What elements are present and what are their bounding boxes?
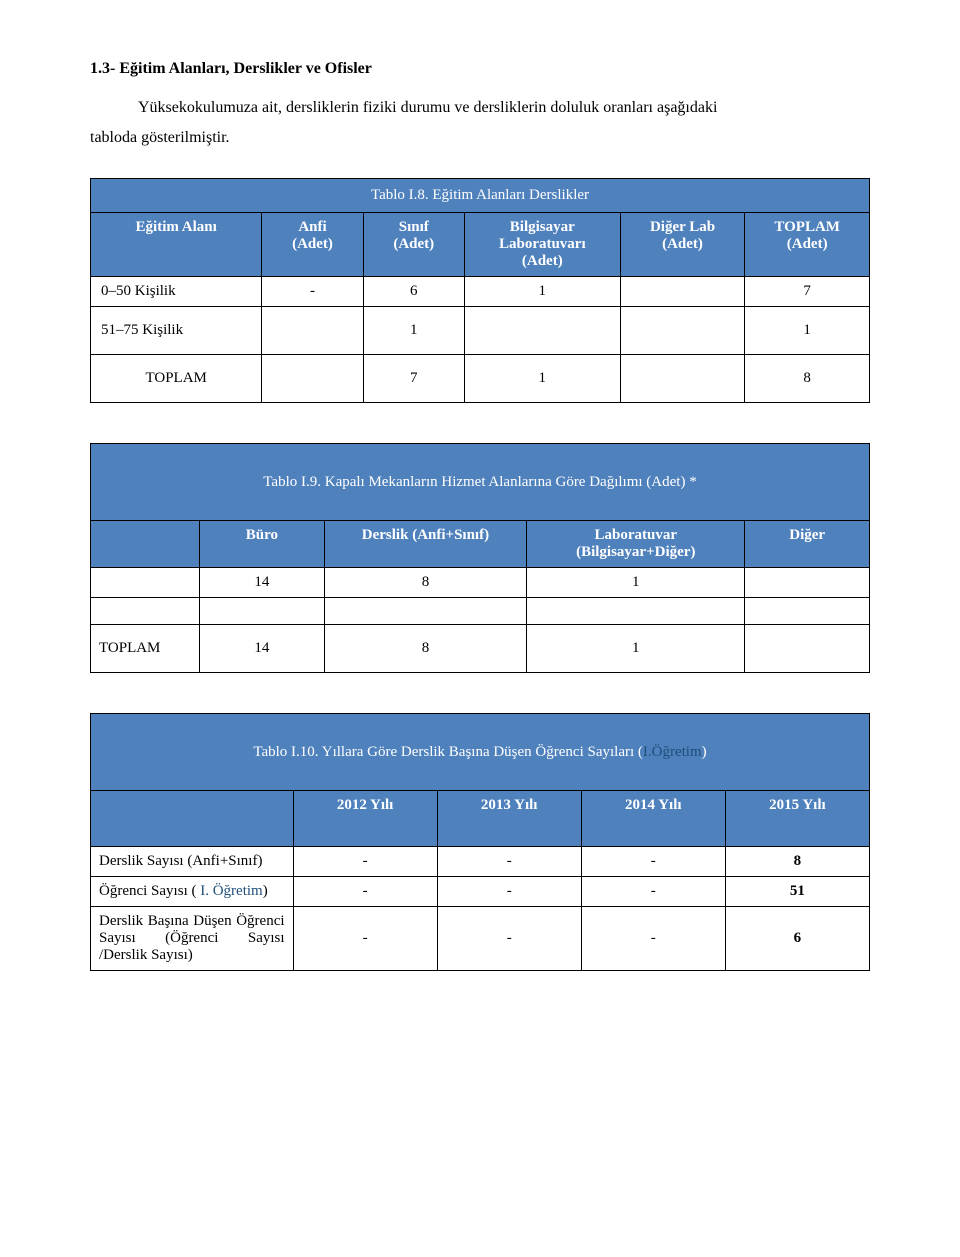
- table9-h3: Laboratuvar (Bilgisayar+Diğer): [527, 521, 745, 568]
- table-row: Derslik Sayısı (Anfi+Sınıf) - - - 8: [91, 847, 870, 877]
- intro-line-1: Yüksekokulumuza ait, dersliklerin fiziki…: [138, 99, 717, 116]
- table10-title-prefix: Tablo I.10. Yıllara Göre Derslik Başına …: [253, 744, 643, 760]
- table9-r0-c2: 8: [324, 568, 527, 598]
- table8-r1-c4: [620, 307, 745, 355]
- table10-r2-c2: -: [437, 907, 581, 971]
- table8-r2-c2: 7: [363, 355, 464, 403]
- table8-r2-c4: [620, 355, 745, 403]
- table10-r2-c4: 6: [725, 907, 869, 971]
- intro-paragraph: Yüksekokulumuza ait, dersliklerin fiziki…: [90, 96, 870, 150]
- table8-r2-label: TOPLAM: [91, 355, 262, 403]
- table9-r1-c4: [745, 598, 870, 625]
- table8-h4: Diğer Lab (Adet): [620, 213, 745, 277]
- table8-r0-c3: 1: [464, 277, 620, 307]
- table-row: Öğrenci Sayısı ( I. Öğretim) - - - 51: [91, 877, 870, 907]
- table-row: TOPLAM 7 1 8: [91, 355, 870, 403]
- table9-h0: [91, 521, 200, 568]
- table8-r0-c1: -: [262, 277, 363, 307]
- table10-h1: 2012 Yılı: [293, 791, 437, 847]
- table8-r2-c3: 1: [464, 355, 620, 403]
- table9-r2-c1: 14: [200, 625, 325, 673]
- table8-title: Tablo I.8. Eğitim Alanları Derslikler: [91, 179, 870, 213]
- table-row: 14 8 1: [91, 568, 870, 598]
- table10-r1-c1: -: [293, 877, 437, 907]
- table9-r1-c1: [200, 598, 325, 625]
- intro-line-2: tabloda gösterilmiştir.: [90, 126, 870, 150]
- table9-r2-c2: 8: [324, 625, 527, 673]
- table10-title-suffix: ): [702, 744, 707, 760]
- table10-h4: 2015 Yılı: [725, 791, 869, 847]
- table8-r0-label: 0–50 Kişilik: [91, 277, 262, 307]
- table8-h0: Eğitim Alanı: [91, 213, 262, 277]
- table10-r0-c4: 8: [725, 847, 869, 877]
- table8-r2-c5: 8: [745, 355, 870, 403]
- table8-r2-c1: [262, 355, 363, 403]
- table8-r1-c1: [262, 307, 363, 355]
- table10-title: Tablo I.10. Yıllara Göre Derslik Başına …: [91, 714, 870, 791]
- table10-r0-label: Derslik Sayısı (Anfi+Sınıf): [91, 847, 294, 877]
- table8-r0-c5: 7: [745, 277, 870, 307]
- table9-r1-c0: [91, 598, 200, 625]
- table9-h4: Diğer: [745, 521, 870, 568]
- table8-r0-c2: 6: [363, 277, 464, 307]
- table9-r0-c1: 14: [200, 568, 325, 598]
- section-heading: 1.3- Eğitim Alanları, Derslikler ve Ofis…: [90, 60, 870, 78]
- table9-r1-c2: [324, 598, 527, 625]
- table8-h5: TOPLAM (Adet): [745, 213, 870, 277]
- table10-r1-suffix: ): [263, 883, 268, 899]
- table-egitim-alanlari: Tablo I.8. Eğitim Alanları Derslikler Eğ…: [90, 178, 870, 403]
- table10-title-blue: I.Öğretim: [643, 744, 702, 760]
- table10-r1-blue: I. Öğretim: [200, 883, 262, 899]
- table9-r2-c4: [745, 625, 870, 673]
- table10-r1-c3: -: [581, 877, 725, 907]
- table10-r1-prefix: Öğrenci Sayısı (: [99, 883, 200, 899]
- table8-r0-c4: [620, 277, 745, 307]
- table8-r1-c2: 1: [363, 307, 464, 355]
- table9-r2-label: TOPLAM: [91, 625, 200, 673]
- table9-title-text: Tablo I.9. Kapalı Mekanların Hizmet Alan…: [263, 474, 696, 490]
- table9-r1-c3: [527, 598, 745, 625]
- table10-r1-c2: -: [437, 877, 581, 907]
- table10-h0: [91, 791, 294, 847]
- table10-r2-c1: -: [293, 907, 437, 971]
- table9-h2: Derslik (Anfi+Sınıf): [324, 521, 527, 568]
- table8-h1: Anfi (Adet): [262, 213, 363, 277]
- table9-r2-c3: 1: [527, 625, 745, 673]
- table10-r1-c4: 51: [725, 877, 869, 907]
- table8-r1-c3: [464, 307, 620, 355]
- table9-r0-c4: [745, 568, 870, 598]
- table10-r2-label: Derslik Başına Düşen Öğrenci Sayısı (Öğr…: [91, 907, 294, 971]
- table10-r2-c3: -: [581, 907, 725, 971]
- table10-r0-c1: -: [293, 847, 437, 877]
- table9-title: Tablo I.9. Kapalı Mekanların Hizmet Alan…: [91, 444, 870, 521]
- table10-h3: 2014 Yılı: [581, 791, 725, 847]
- table8-h3: Bilgisayar Laboratuvarı (Adet): [464, 213, 620, 277]
- table10-r1-label: Öğrenci Sayısı ( I. Öğretim): [91, 877, 294, 907]
- table9-r0-c3: 1: [527, 568, 745, 598]
- table9-r0-c0: [91, 568, 200, 598]
- table10-r0-c2: -: [437, 847, 581, 877]
- table10-h2: 2013 Yılı: [437, 791, 581, 847]
- table-yillara-gore: Tablo I.10. Yıllara Göre Derslik Başına …: [90, 713, 870, 971]
- table-row: Derslik Başına Düşen Öğrenci Sayısı (Öğr…: [91, 907, 870, 971]
- table8-r1-c5: 1: [745, 307, 870, 355]
- table8-r1-label: 51–75 Kişilik: [91, 307, 262, 355]
- table-row: [91, 598, 870, 625]
- table8-h2: Sınıf (Adet): [363, 213, 464, 277]
- table10-r0-c3: -: [581, 847, 725, 877]
- table-kapali-mekanlar: Tablo I.9. Kapalı Mekanların Hizmet Alan…: [90, 443, 870, 673]
- table-row: 51–75 Kişilik 1 1: [91, 307, 870, 355]
- table-row: TOPLAM 14 8 1: [91, 625, 870, 673]
- table-row: 0–50 Kişilik - 6 1 7: [91, 277, 870, 307]
- table9-h1: Büro: [200, 521, 325, 568]
